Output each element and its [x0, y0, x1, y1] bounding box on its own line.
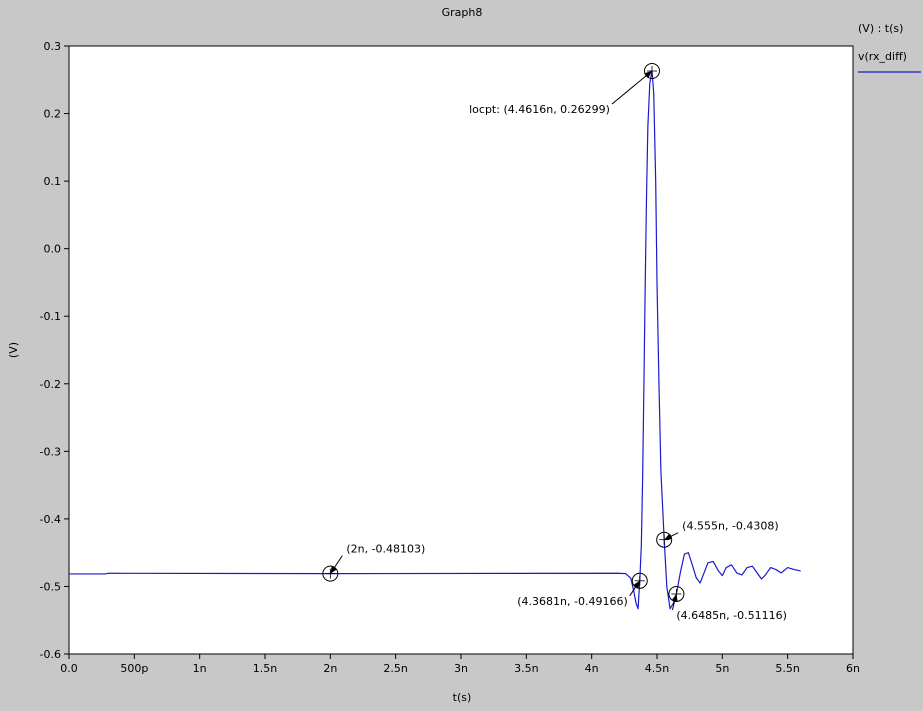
y-tick-label: 0.3: [44, 40, 62, 53]
series-line-v(rx_diff): [69, 70, 801, 610]
marker-label: locpt: (4.4616n, 0.26299): [469, 103, 610, 116]
marker-arrow-head: [664, 533, 672, 540]
y-tick-label: -0.4: [40, 513, 61, 526]
marker-circle: [656, 531, 673, 548]
x-tick-label: 500p: [120, 662, 148, 675]
marker-label: (4.6485n, -0.51116): [676, 609, 787, 622]
chart-title: Graph8: [442, 6, 483, 19]
legend-entry-label: v(rx_diff): [858, 50, 907, 63]
marker: (4.555n, -0.4308): [656, 520, 779, 548]
y-tick-label: -0.3: [40, 445, 61, 458]
x-tick-label: 5n: [715, 662, 729, 675]
legend-header: (V) : t(s): [858, 22, 903, 35]
y-tick-label: -0.5: [40, 580, 61, 593]
marker-layer: locpt: (4.4616n, 0.26299) (2n, -0.48103) (…: [322, 63, 787, 622]
marker-circle: [643, 63, 660, 80]
plot-area: [68, 45, 854, 655]
marker-label: (2n, -0.48103): [346, 543, 425, 556]
marker-circle: [322, 565, 339, 582]
marker: locpt: (4.4616n, 0.26299): [469, 63, 660, 116]
x-tick-label: 4.5n: [645, 662, 669, 675]
marker-circle: [631, 572, 648, 589]
marker-arrow-head: [644, 71, 652, 78]
marker: (2n, -0.48103): [322, 543, 425, 582]
x-tick-label: 1.5n: [253, 662, 277, 675]
marker: (4.3681n, -0.49166): [517, 572, 648, 608]
y-axis-label: (V): [7, 342, 20, 358]
y-tick-label: 0.0: [44, 243, 62, 256]
y-tick-label: -0.1: [40, 310, 61, 323]
x-tick-label: 3.5n: [514, 662, 538, 675]
x-tick-label: 2n: [323, 662, 337, 675]
marker-label: (4.3681n, -0.49166): [517, 595, 628, 608]
x-tick-label: 0.0: [60, 662, 78, 675]
marker-circle: [668, 585, 685, 602]
y-tick-label: -0.2: [40, 378, 61, 391]
legend: (V) : t(s) v(rx_diff): [858, 22, 921, 73]
x-tick-label: 1n: [193, 662, 207, 675]
y-tick-label: 0.1: [44, 175, 62, 188]
y-tick-label: -0.6: [40, 648, 61, 661]
tick-layer: 0.0 500p 1n 1.5n 2n 2.5n 3n 3.5n 4n 4.5n 5n 5.5n 6n 0…: [40, 40, 860, 675]
x-tick-label: 3n: [454, 662, 468, 675]
x-tick-label: 6n: [846, 662, 860, 675]
x-tick-label: 5.5n: [775, 662, 799, 675]
x-tick-label: 4n: [585, 662, 599, 675]
marker-label: (4.555n, -0.4308): [682, 520, 779, 533]
marker-arrow-head: [633, 580, 640, 589]
x-axis-label: t(s): [453, 691, 472, 704]
marker-arrow-line: [611, 70, 653, 105]
marker-arrow-head: [671, 593, 678, 602]
marker-arrow-head: [330, 566, 337, 574]
marker: (4.6485n, -0.51116): [668, 585, 787, 622]
series-layer: [69, 70, 801, 610]
x-tick-label: 2.5n: [383, 662, 407, 675]
y-tick-label: 0.2: [44, 108, 62, 121]
